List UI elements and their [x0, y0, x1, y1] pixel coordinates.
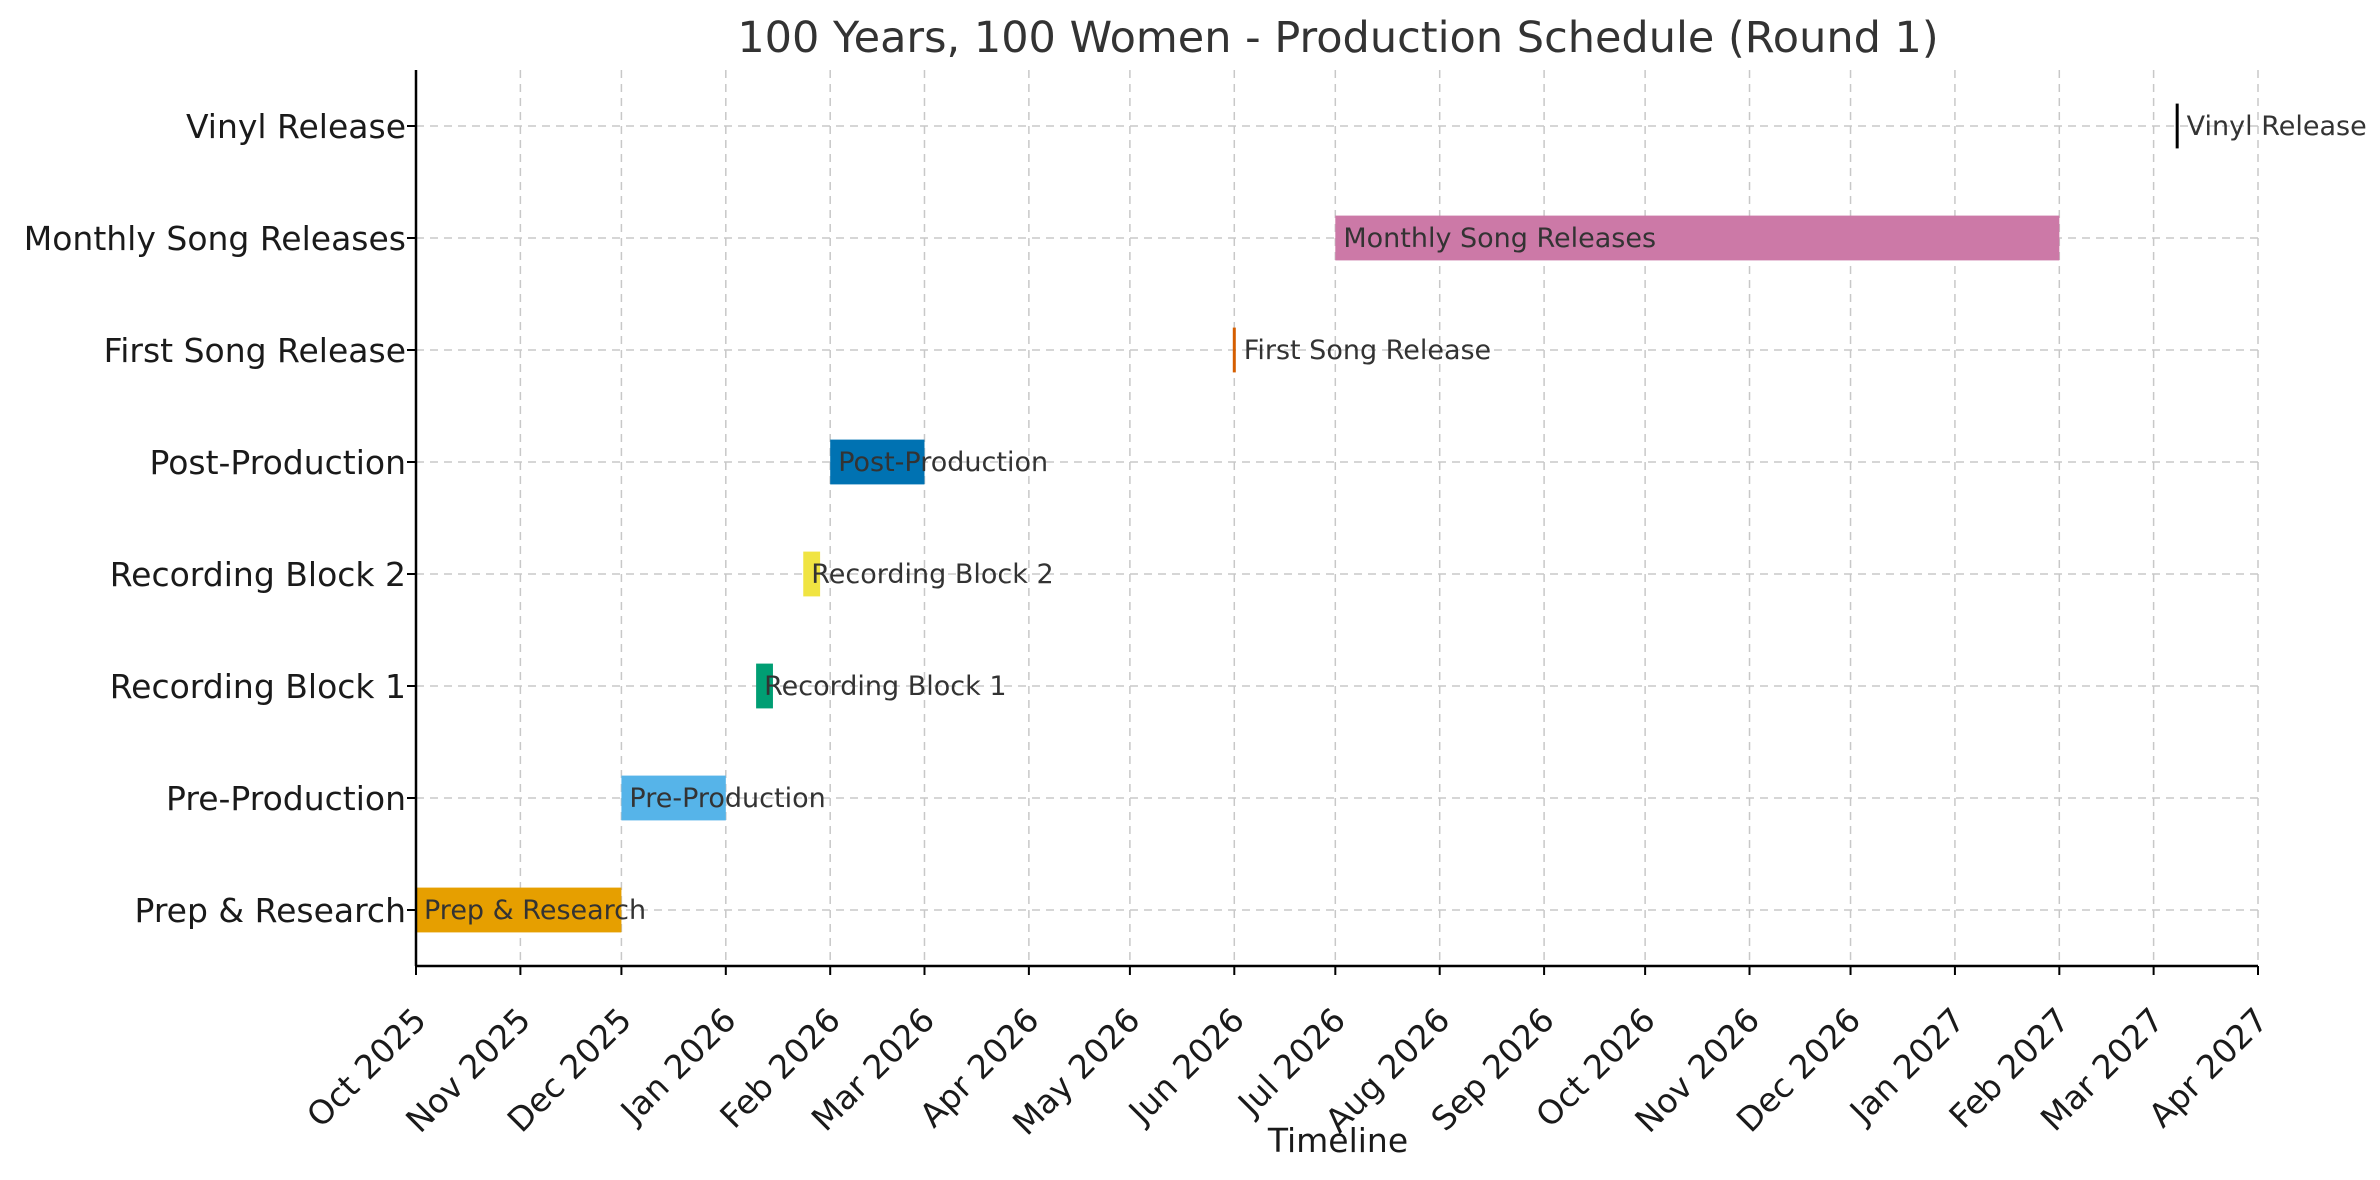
axes — [407, 70, 2259, 975]
task-bar-label: Monthly Song Releases — [1343, 223, 1656, 254]
task-bar — [621, 775, 726, 821]
y-tick-label: First Song Release — [104, 331, 406, 370]
task-bar — [416, 887, 622, 933]
task-bar-label: Vinyl Release — [2187, 111, 2367, 142]
task-bar — [756, 663, 773, 709]
y-tick-label: Recording Block 2 — [110, 555, 406, 594]
x-axis-label: Timeline — [1267, 1121, 1408, 1160]
y-tick-label: Post-Production — [149, 443, 406, 482]
task-bar — [830, 439, 925, 485]
task-bar — [1335, 215, 2060, 261]
y-tick-label: Pre-Production — [166, 779, 406, 818]
y-tick-labels: Prep & Research Pre-Production Recording B… — [24, 107, 406, 930]
task-bar — [803, 551, 821, 597]
task-bars: Prep & Research Pre-Production Recording B… — [416, 103, 2367, 933]
task-bar-label: First Song Release — [1244, 335, 1491, 366]
task-bar-label: Recording Block 2 — [811, 559, 1053, 590]
y-tick-label: Prep & Research — [135, 891, 407, 930]
task-bar — [2175, 103, 2179, 149]
task-bar-label: Pre-Production — [629, 783, 825, 814]
task-bar — [1232, 327, 1236, 373]
task-bar-label: Recording Block 1 — [764, 671, 1006, 702]
chart-title: 100 Years, 100 Women - Production Schedu… — [737, 13, 1938, 63]
y-tick-label: Vinyl Release — [186, 107, 406, 146]
y-tick-label: Monthly Song Releases — [24, 219, 406, 258]
task-bar-label: Prep & Research — [424, 895, 646, 926]
grid-lines — [415, 70, 2259, 966]
task-bar-label: Post-Production — [838, 447, 1048, 478]
y-tick-label: Recording Block 1 — [110, 667, 406, 706]
